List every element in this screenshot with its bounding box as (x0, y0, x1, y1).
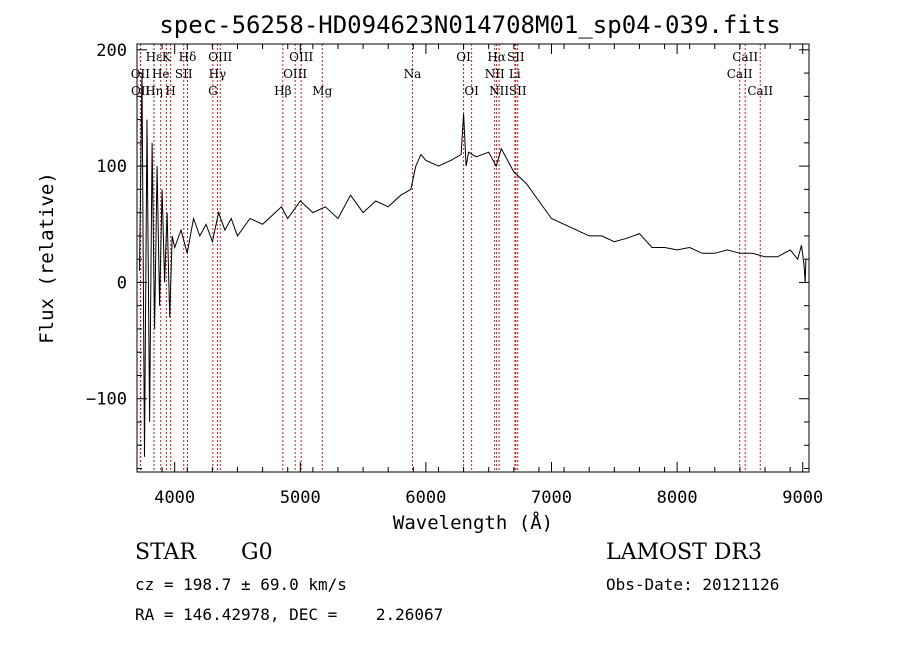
spectral-line-label-8: Hδ (179, 50, 197, 64)
spectral-line-label-0: OII (131, 67, 151, 81)
x-tick-label-3: 7000 (531, 488, 572, 508)
spectral-line-label-20: NII (485, 67, 505, 81)
spectral-line-markers (139, 44, 761, 472)
spectral-line-label-11: G (208, 84, 218, 98)
plot-frame (136, 43, 810, 473)
x-tick-label-1: 5000 (280, 488, 321, 508)
x-tick-label-0: 4000 (154, 488, 195, 508)
x-axis-ticks: 4000 5000 6000 7000 8000 9000 (136, 44, 823, 508)
spectral-line-label-17: OI (456, 50, 471, 64)
spectral-line-label-7: H (165, 84, 175, 98)
y-axis-label: Flux (relative) (36, 172, 58, 344)
y-axis-ticks: −100 0 100 200 (86, 41, 809, 470)
spectral-line-label-6: SII (175, 67, 193, 81)
spectrum-series-line (139, 73, 807, 457)
x-axis-label: Wavelength (Å) (393, 511, 553, 534)
object-class: STAR (135, 540, 197, 565)
spectral-line-label-9: OIII (208, 50, 232, 64)
spectral-line-label-10: Hγ (209, 67, 227, 81)
spectral-line-label-13: OIII (283, 67, 307, 81)
coordinates-readout: RA = 146.42978, DEC = 2.26067 (135, 605, 443, 624)
spectral-line-label-14: Hβ (274, 84, 291, 98)
chart-title: spec-56258-HD094623N014708M01_sp04-039.f… (159, 11, 780, 39)
survey-name: LAMOST DR3 (606, 540, 762, 565)
y-tick-label-3: 200 (96, 41, 127, 61)
spectral-line-label-4: Hη (145, 84, 163, 98)
spectral-line-label-5: K (162, 50, 172, 64)
spectral-line-label-26: CaII (727, 67, 753, 81)
y-tick-label-2: 100 (96, 157, 127, 177)
spectral-line-label-22: SII (507, 50, 525, 64)
spectral-line-label-2: Hε (146, 50, 163, 64)
spectral-line-label-18: OI (464, 84, 479, 98)
x-tick-label-2: 6000 (405, 488, 446, 508)
spectral-line-label-15: Mg (312, 84, 332, 98)
object-subclass: G0 (241, 540, 273, 565)
spectral-line-label-16: Na (404, 67, 422, 81)
spectral-line-label-3: He (152, 67, 170, 81)
observation-date: Obs-Date: 20121126 (606, 575, 779, 594)
y-tick-label-0: −100 (86, 390, 127, 410)
spectral-line-label-23: Li (509, 67, 521, 81)
x-tick-label-5: 9000 (782, 488, 823, 508)
spectral-line-label-24: SII (509, 84, 527, 98)
spectral-line-label-19: Hα (487, 50, 506, 64)
spectral-line-label-12: OIII (289, 50, 313, 64)
redshift-readout: cz = 198.7 ± 69.0 km/s (135, 575, 347, 594)
spectral-line-label-1: OII (131, 84, 151, 98)
y-tick-label-1: 0 (117, 273, 127, 293)
x-tick-label-4: 8000 (657, 488, 698, 508)
spectral-line-label-21: NII (489, 84, 509, 98)
spectral-line-label-27: CaII (747, 84, 773, 98)
spectral-line-label-25: CaII (732, 50, 758, 64)
